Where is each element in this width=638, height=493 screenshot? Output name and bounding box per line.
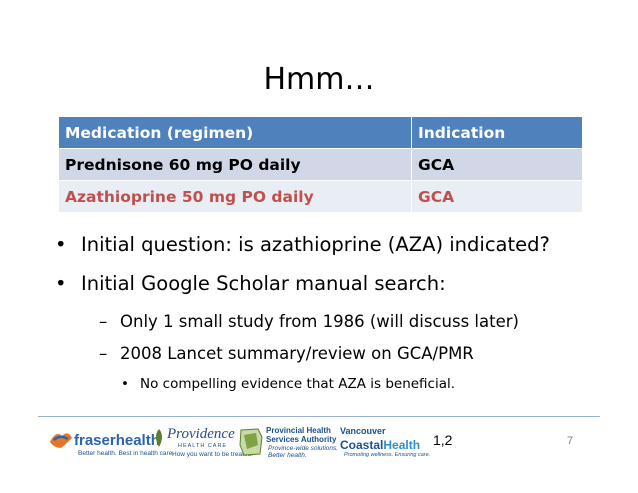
cell-medication: Azathioprine 50 mg PO daily <box>58 180 412 213</box>
vch-tagline: Promoting wellness. Ensuring care. <box>344 452 431 458</box>
sub-sub-bullet-text: No compelling evidence that AZA is benef… <box>140 376 456 392</box>
phsa-line2: Services Authority <box>266 435 337 444</box>
providence-logo: Providence HEALTH CARE How you want to b… <box>152 426 253 460</box>
footer-divider <box>38 416 600 417</box>
medication-table: Medication (regimen) Indication Predniso… <box>58 116 583 213</box>
table-header-row: Medication (regimen) Indication <box>58 116 583 149</box>
sub-bullet-text: Only 1 small study from 1986 (will discu… <box>120 312 519 331</box>
cell-indication: GCA <box>411 180 583 213</box>
fraser-tagline: Better health. Best in health care. <box>78 450 175 457</box>
phsa-line1: Provincial Health <box>266 426 331 435</box>
health-word: health <box>115 432 160 449</box>
header-medication: Medication (regimen) <box>58 116 412 149</box>
vch-health: Health <box>383 438 421 452</box>
bullet-text: Initial Google Scholar manual search: <box>81 272 446 295</box>
vch-coastal: Coastal <box>340 438 384 452</box>
providence-name: Providence <box>167 426 235 442</box>
fraser-health-mark-icon <box>50 433 72 448</box>
phsa-logo: Provincial Health Services Authority Pro… <box>238 425 338 461</box>
table-row: Prednisone 60 mg PO daily GCA <box>58 148 583 181</box>
bullet-text: Initial question: is azathioprine (AZA) … <box>81 233 550 256</box>
sub-sub-bullet-marker: • <box>121 376 129 392</box>
cell-indication: GCA <box>411 148 583 181</box>
phsa-tagline2: Better health. <box>268 452 307 459</box>
fraser-health-logo: fraserhealth Better health. Best in heal… <box>48 428 174 460</box>
header-indication: Indication <box>411 116 583 149</box>
table-row: Azathioprine 50 mg PO daily GCA <box>58 180 583 213</box>
page-number: 7 <box>567 435 574 447</box>
phsa-tagline1: Province-wide solutions. <box>268 445 339 452</box>
providence-sub: HEALTH CARE <box>178 443 228 449</box>
sub-bullet-marker: – <box>99 312 108 331</box>
cell-medication: Prednisone 60 mg PO daily <box>58 148 412 181</box>
bullet-marker: • <box>55 233 67 256</box>
sub-bullet-text: 2008 Lancet summary/review on GCA/PMR <box>120 344 474 363</box>
sub-bullet-marker: – <box>99 344 108 363</box>
providence-mark-icon <box>156 429 162 447</box>
vch-logo: Vancouver CoastalHealth Promoting wellne… <box>340 426 430 460</box>
vch-line1: Vancouver <box>340 426 386 436</box>
fraser-word: fraser <box>74 432 116 449</box>
bullet-marker: • <box>55 272 67 295</box>
bc-map-icon <box>239 428 263 456</box>
reference-number: 1,2 <box>433 432 453 448</box>
providence-tagline: How you want to be treated. <box>172 451 253 458</box>
slide-title: Hmm… <box>263 62 375 97</box>
